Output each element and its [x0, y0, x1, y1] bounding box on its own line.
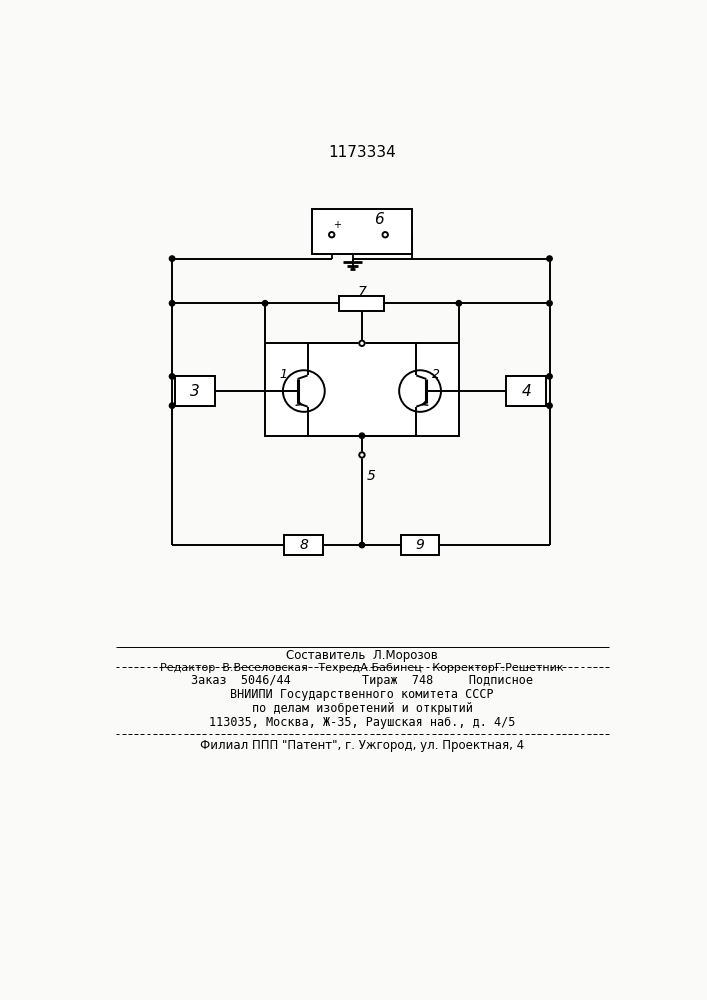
- Circle shape: [382, 232, 388, 237]
- Circle shape: [359, 452, 365, 458]
- Circle shape: [170, 403, 175, 408]
- Bar: [339, 296, 385, 311]
- Circle shape: [170, 374, 175, 379]
- Text: 2: 2: [431, 368, 440, 381]
- Text: 5: 5: [367, 469, 375, 483]
- Text: Филиал ППП "Патент", г. Ужгород, ул. Проектная, 4: Филиал ППП "Патент", г. Ужгород, ул. Про…: [200, 739, 524, 752]
- Circle shape: [170, 256, 175, 261]
- Text: 7: 7: [358, 285, 366, 299]
- Text: +: +: [333, 220, 341, 230]
- Text: 6: 6: [374, 212, 384, 227]
- Bar: [284, 535, 323, 555]
- Circle shape: [547, 256, 552, 261]
- Text: 1173334: 1173334: [328, 145, 396, 160]
- Bar: [506, 376, 547, 406]
- Circle shape: [359, 341, 365, 346]
- Text: Заказ  5046/44          Тираж  748     Подписное: Заказ 5046/44 Тираж 748 Подписное: [191, 674, 533, 687]
- Circle shape: [170, 301, 175, 306]
- Circle shape: [329, 232, 334, 237]
- Circle shape: [359, 542, 365, 548]
- Text: по делам изобретений и открытий: по делам изобретений и открытий: [252, 702, 472, 715]
- Bar: [312, 209, 411, 254]
- Text: ВНИИПИ Государственного комитета СССР: ВНИИПИ Государственного комитета СССР: [230, 688, 493, 701]
- Text: Редактор  В.Веселовская   ТехредА.Бабинец   КорректорГ.Решетник: Редактор В.Веселовская ТехредА.Бабинец К…: [160, 663, 563, 673]
- Text: 9: 9: [416, 538, 424, 552]
- Circle shape: [262, 301, 268, 306]
- Text: Составитель  Л.Морозов: Составитель Л.Морозов: [286, 649, 438, 662]
- Text: 113035, Москва, Ж-35, Раушская наб., д. 4/5: 113035, Москва, Ж-35, Раушская наб., д. …: [209, 716, 515, 729]
- Bar: [401, 535, 440, 555]
- Circle shape: [456, 301, 462, 306]
- Text: 1: 1: [280, 368, 288, 381]
- Circle shape: [359, 433, 365, 438]
- Bar: [265, 343, 459, 436]
- Text: 8: 8: [299, 538, 308, 552]
- Text: 3: 3: [190, 384, 200, 399]
- Text: 4: 4: [521, 384, 531, 399]
- Circle shape: [547, 403, 552, 408]
- Bar: [175, 376, 216, 406]
- Circle shape: [547, 301, 552, 306]
- Circle shape: [547, 374, 552, 379]
